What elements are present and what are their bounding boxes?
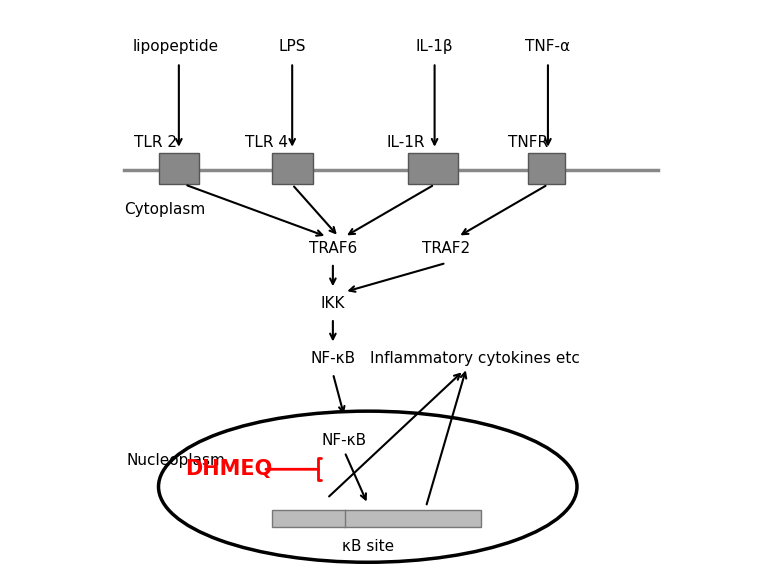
- FancyBboxPatch shape: [159, 152, 199, 185]
- Text: IL-1R: IL-1R: [386, 134, 425, 150]
- Text: IKK: IKK: [321, 296, 345, 311]
- FancyBboxPatch shape: [528, 152, 565, 185]
- Text: Nucleoplasm: Nucleoplasm: [127, 453, 225, 468]
- Text: IL-1β: IL-1β: [416, 39, 454, 54]
- Text: Inflammatory cytokines etc: Inflammatory cytokines etc: [371, 352, 580, 366]
- Text: DHMEQ: DHMEQ: [185, 459, 272, 479]
- Text: TRAF6: TRAF6: [309, 241, 357, 256]
- Text: κB site: κB site: [342, 539, 394, 554]
- FancyBboxPatch shape: [272, 152, 313, 185]
- Text: TNF-α: TNF-α: [526, 39, 571, 54]
- Bar: [272, 510, 481, 527]
- Text: NF-κB: NF-κB: [310, 352, 356, 366]
- Text: NF-κB: NF-κB: [322, 433, 367, 448]
- Text: lipopeptide: lipopeptide: [133, 39, 219, 54]
- Text: TNFR: TNFR: [508, 134, 547, 150]
- FancyBboxPatch shape: [408, 152, 457, 185]
- Text: TLR 4: TLR 4: [245, 134, 288, 150]
- Text: Cytoplasm: Cytoplasm: [124, 202, 205, 217]
- Text: TRAF2: TRAF2: [422, 241, 470, 256]
- Text: LPS: LPS: [278, 39, 306, 54]
- Text: TLR 2: TLR 2: [134, 134, 177, 150]
